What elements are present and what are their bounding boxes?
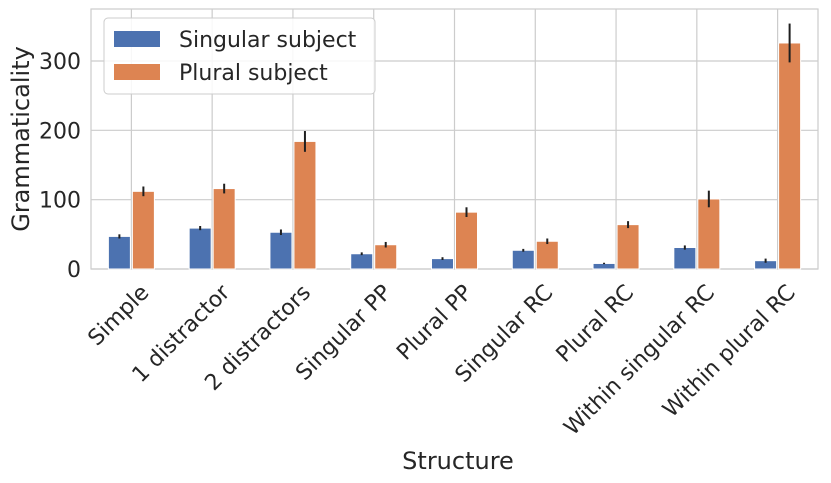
x-tick-label: Plural RC xyxy=(552,280,639,367)
y-tick-label: 200 xyxy=(39,119,81,144)
bar-plural xyxy=(131,190,155,270)
legend-swatch-plural xyxy=(114,64,160,80)
y-tick-label: 100 xyxy=(39,189,81,214)
legend-frame xyxy=(103,17,376,95)
bar-singular xyxy=(673,247,697,270)
bar-plural xyxy=(212,188,236,270)
bar-plural xyxy=(293,140,317,270)
legend: Singular subject Plural subject xyxy=(103,17,376,95)
y-axis-title: Grammaticality xyxy=(7,46,35,232)
bar-singular xyxy=(592,262,616,270)
bar-singular xyxy=(269,231,293,270)
legend-swatch-singular xyxy=(114,31,160,47)
x-tick-label: Simple xyxy=(84,280,155,351)
bar-plural xyxy=(535,240,559,270)
y-tick-labels: 0 100 200 300 xyxy=(39,50,81,283)
bar-singular xyxy=(431,258,454,270)
bar-singular xyxy=(188,227,212,270)
bar-plural xyxy=(374,244,398,270)
x-tick-label: Plural PP xyxy=(392,280,477,365)
x-tick-label: Within singular RC xyxy=(560,280,720,440)
y-tick-label: 300 xyxy=(39,50,81,75)
x-axis-title: Structure xyxy=(402,447,514,475)
bar-plural xyxy=(455,211,478,270)
legend-label-plural: Plural subject xyxy=(179,61,328,86)
legend-label-singular: Singular subject xyxy=(179,28,357,53)
y-tick-label: 0 xyxy=(67,258,81,283)
bar-plural xyxy=(778,42,802,270)
bar-singular xyxy=(511,249,535,270)
bar-singular xyxy=(350,253,374,270)
bar-singular xyxy=(107,235,131,270)
error-bars xyxy=(118,23,791,265)
bar-plural xyxy=(616,224,640,270)
grid-lines xyxy=(91,9,818,270)
bar-plural xyxy=(697,198,721,270)
